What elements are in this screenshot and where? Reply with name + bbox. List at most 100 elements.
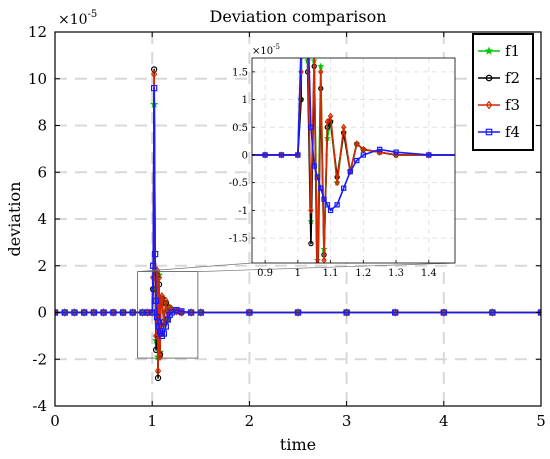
data-point-marker — [139, 308, 146, 317]
data-point-marker — [460, 152, 464, 157]
data-point-marker — [198, 152, 202, 157]
data-point-marker — [316, 291, 320, 296]
data-point-marker — [99, 153, 103, 157]
data-point-marker — [1, 152, 6, 157]
y-tick-label: 6 — [37, 163, 47, 181]
inset-exponent-power: -5 — [273, 43, 280, 51]
x-tick-label: 0 — [50, 412, 60, 430]
data-point-marker — [392, 308, 399, 317]
data-point-marker — [307, 58, 309, 59]
data-point-marker — [354, 140, 360, 148]
main-series-layer — [55, 66, 541, 382]
data-point-marker — [440, 308, 447, 317]
inset-x-tick-label: 1.3 — [388, 268, 404, 279]
inset-y-axis-exponent: ×10-5 — [252, 43, 280, 57]
data-point-marker — [197, 152, 202, 157]
data-point-marker — [230, 152, 235, 157]
data-point-marker — [459, 153, 463, 157]
data-point-marker — [160, 330, 168, 337]
inset-y-tick-label: 0.5 — [232, 123, 248, 134]
data-point-marker — [187, 308, 195, 317]
data-point-marker — [34, 152, 38, 157]
data-point-marker — [34, 153, 38, 157]
legend-item-f1: f1 — [478, 42, 520, 60]
data-point-marker — [150, 69, 158, 79]
data-point-marker — [162, 296, 169, 306]
legend-box — [472, 33, 534, 151]
data-point-marker — [485, 100, 493, 110]
data-point-marker — [81, 308, 88, 317]
data-point-marker — [165, 152, 169, 157]
data-point-marker — [156, 352, 164, 362]
legend: f1 f2 f3 f4 — [472, 33, 534, 151]
inset-x-tick-label: 1.4 — [421, 268, 437, 279]
data-point-marker — [1, 152, 5, 157]
data-point-marker — [160, 319, 168, 329]
data-point-marker — [318, 185, 324, 191]
data-point-marker — [154, 374, 162, 382]
legend-item-f2: f2 — [478, 69, 520, 87]
y-tick-label: 2 — [37, 257, 47, 275]
inset-series-layer — [1, 58, 464, 296]
data-point-marker — [1, 153, 5, 157]
data-point-marker — [155, 273, 163, 282]
data-point-marker — [178, 308, 185, 315]
data-point-marker — [294, 308, 302, 317]
series-line-f3 — [252, 58, 455, 263]
data-point-marker — [537, 308, 541, 317]
data-point-marker — [66, 152, 71, 157]
data-point-marker — [426, 152, 432, 158]
data-point-marker — [99, 152, 104, 157]
data-point-marker — [165, 153, 169, 157]
inset-axis-ticks: 0.9 1 1.1 1.2 1.3 1.4 -1.5 -1 -0.5 0 0.5 1 1.5 — [229, 67, 437, 279]
legend-label: f4 — [505, 123, 520, 141]
x-tick-label: 1 — [147, 412, 157, 430]
data-point-marker — [327, 207, 334, 214]
y-axis-exponent-power: -5 — [88, 9, 98, 20]
y-axis-exponent: ×10-5 — [58, 9, 97, 28]
data-point-marker — [132, 153, 136, 157]
y-tick-label: 10 — [28, 70, 47, 88]
data-point-marker — [230, 153, 234, 157]
data-point-marker — [129, 308, 136, 317]
legend-label: f2 — [505, 69, 520, 87]
data-point-marker — [459, 153, 463, 157]
data-point-marker — [149, 308, 156, 317]
data-point-marker — [90, 309, 98, 316]
inset-y-tick-label: -1 — [238, 206, 248, 217]
y-axis-exponent-base: ×10 — [58, 12, 88, 28]
data-point-marker — [343, 308, 350, 317]
y-tick-label: 0 — [37, 304, 47, 322]
legend-label: f3 — [505, 96, 520, 114]
data-point-marker — [317, 62, 325, 70]
data-point-marker — [119, 308, 127, 317]
x-tick-label: 2 — [245, 412, 255, 430]
data-point-marker — [392, 309, 399, 316]
data-point-marker — [150, 262, 157, 269]
data-point-marker — [1, 153, 5, 157]
data-point-marker — [164, 152, 169, 157]
series-line-f4 — [252, 58, 455, 212]
data-point-marker — [321, 196, 327, 202]
data-point-marker — [343, 309, 350, 316]
data-point-marker — [61, 309, 68, 316]
x-tick-label: 3 — [342, 412, 352, 430]
data-point-marker — [489, 309, 496, 316]
data-point-marker — [99, 153, 103, 157]
inset-x-tick-label: 1.2 — [355, 268, 371, 279]
data-point-marker — [164, 315, 171, 324]
legend-item-f3: f3 — [478, 96, 520, 114]
data-point-marker — [187, 309, 195, 316]
data-point-marker — [67, 152, 71, 157]
data-point-marker — [152, 297, 160, 304]
data-point-marker — [334, 179, 340, 187]
data-point-marker — [485, 128, 493, 136]
data-point-marker — [459, 152, 464, 157]
x-tick-label: 4 — [439, 412, 449, 430]
inset-grid — [252, 58, 455, 263]
inset-x-tick-label: 1.1 — [323, 268, 339, 279]
data-point-marker — [162, 323, 169, 330]
inset-plot-frame — [251, 57, 456, 264]
data-point-marker — [157, 294, 165, 303]
